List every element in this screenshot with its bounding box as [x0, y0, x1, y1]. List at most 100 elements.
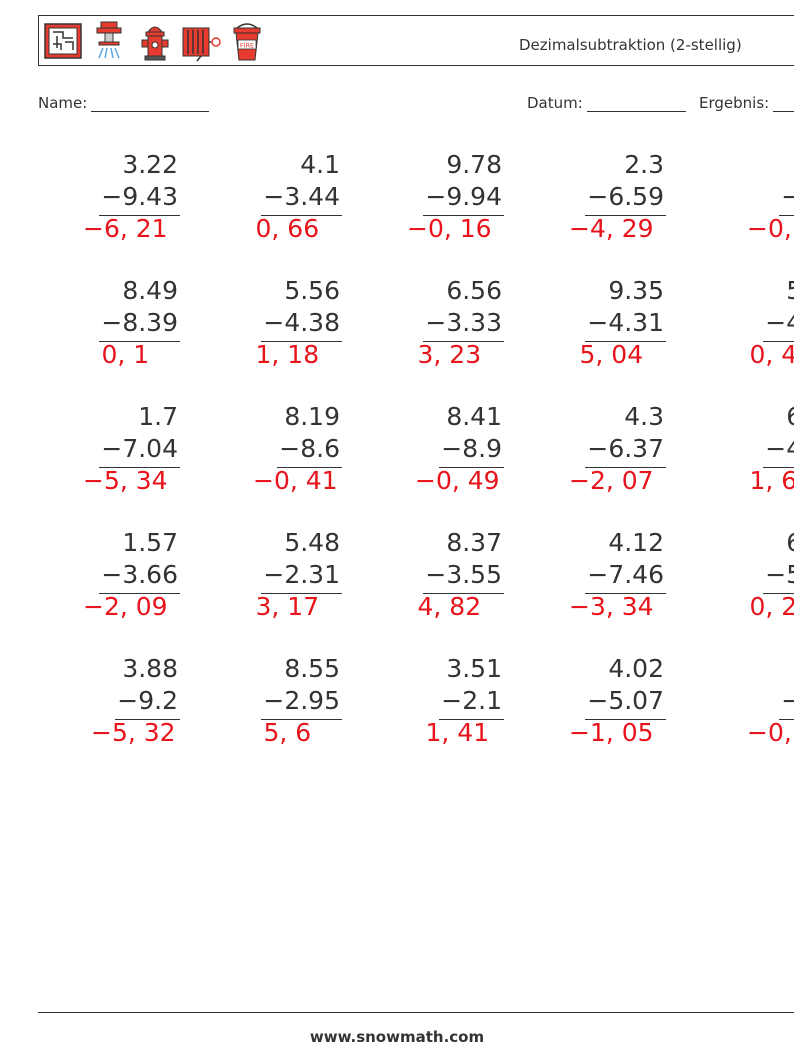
problem-item: 3.22 −9.43 −6, 21	[40, 150, 200, 260]
answer: −1, 05	[569, 718, 654, 747]
fire-hose-reel-icon	[182, 27, 221, 62]
subtrahend: −6.59	[587, 182, 664, 211]
answer-rule	[261, 593, 342, 594]
answer-rule	[439, 719, 504, 720]
result-label: Ergebnis:	[699, 94, 770, 112]
answer: 1, 62	[749, 466, 794, 495]
subtrahend: −9.94	[425, 182, 502, 211]
subtrahend: −2.1	[441, 686, 502, 715]
answer-rule	[585, 215, 666, 216]
date-field: Datum:	[527, 94, 686, 112]
answer-rule	[585, 467, 666, 468]
minuend: 3.88	[122, 654, 178, 683]
answer-rule	[585, 719, 666, 720]
minuend: 5.56	[284, 276, 340, 305]
subtrahend: −7.46	[587, 560, 664, 589]
minuend: 6.2	[786, 528, 794, 557]
answer-rule	[99, 341, 180, 342]
subtrahend: −3.66	[101, 560, 178, 589]
minuend: 4.1	[300, 150, 340, 179]
footer-website: www.snowmath.com	[309, 1028, 485, 1046]
subtrahend: −3.55	[425, 560, 502, 589]
answer-rule	[423, 215, 504, 216]
answer: −0, 41	[253, 466, 338, 495]
answer-rule	[115, 719, 180, 720]
answer-rule	[779, 719, 794, 720]
problem-item: 8.19 −8.6 −0, 41	[202, 402, 362, 512]
answer: −0, 45	[747, 718, 794, 747]
problem-item: 2.3 −6.59 −4, 29	[526, 150, 686, 260]
minuend: 1.57	[122, 528, 178, 557]
problem-item: 8.55 −2.95 5, 6	[202, 654, 362, 764]
problem-item: 8.41 −8.9 −0, 49	[364, 402, 524, 512]
minuend: 9.78	[446, 150, 502, 179]
answer-rule	[439, 467, 504, 468]
problem-item: 6.2 −4.6 1, 62	[688, 402, 794, 512]
subtrahend: −3.33	[425, 308, 502, 337]
subtrahend: −8.9	[441, 434, 502, 463]
subtrahend: −2.31	[263, 560, 340, 589]
answer-rule	[423, 341, 504, 342]
problem-item: 9.78 −9.94 −0, 16	[364, 150, 524, 260]
problem-item: 3.51 −2.1 1, 41	[364, 654, 524, 764]
answer-rule	[261, 215, 342, 216]
answer: 5, 6	[263, 718, 312, 747]
answer: −4, 29	[569, 214, 654, 243]
answer: −5, 32	[91, 718, 176, 747]
minuend: 3.22	[122, 150, 178, 179]
answer-rule	[585, 593, 666, 594]
name-field: Name:	[38, 94, 210, 112]
answer-rule	[99, 215, 180, 216]
fire-bucket-icon: FIRE	[233, 23, 261, 61]
problem-item: 3.88 −9.2 −5, 32	[40, 654, 200, 764]
answer: 4, 82	[417, 592, 482, 621]
subtrahend: −9.2	[117, 686, 178, 715]
problem-item: 1.7 −7.04 −5, 34	[40, 402, 200, 512]
minuend: 5.3	[786, 276, 794, 305]
answer: −5, 34	[83, 466, 168, 495]
problem-item: 4.1 −3.44 0, 66	[202, 150, 362, 260]
problem-item: 5.56 −4.38 1, 18	[202, 276, 362, 386]
subtrahend: −8.6	[279, 434, 340, 463]
minuend: 8.41	[446, 402, 502, 431]
problem-item: 4.12 −7.46 −3, 34	[526, 528, 686, 638]
answer-rule	[277, 467, 342, 468]
name-blank-line	[91, 95, 210, 112]
fire-hydrant-icon	[141, 26, 169, 61]
answer: 3, 23	[417, 340, 482, 369]
problem-item: 6.56 −3.33 3, 23	[364, 276, 524, 386]
answer: −0, 16	[407, 214, 492, 243]
problem-item: 9.−9.−0, 45	[688, 654, 794, 764]
subtrahend: −4.6	[765, 434, 794, 463]
answer-rule	[763, 467, 794, 468]
answer-rule	[585, 341, 666, 342]
subtrahend: −6.37	[587, 434, 664, 463]
fire-alarm-panel-icon	[44, 23, 82, 59]
header-icons: FIRE	[43, 20, 267, 62]
answer: 1, 41	[425, 718, 490, 747]
answer: 0, 1	[101, 340, 150, 369]
answer: 1, 18	[255, 340, 320, 369]
minuend: 4.3	[624, 402, 664, 431]
problem-item: 4.02 −5.07 −1, 05	[526, 654, 686, 764]
answer-rule	[779, 215, 794, 216]
subtrahend: −4.31	[587, 308, 664, 337]
water-sprinkler-icon	[96, 21, 122, 59]
date-label: Datum:	[527, 94, 583, 112]
subtrahend: −3.44	[263, 182, 340, 211]
subtrahend: −4.38	[263, 308, 340, 337]
result-blank-line	[773, 95, 794, 112]
answer-rule	[423, 593, 504, 594]
worksheet-header: FIRE Dezimalsubtraktion (2-stellig)	[38, 15, 794, 66]
subtrahend: −5.9	[765, 560, 794, 589]
answer: 0, 49	[749, 340, 794, 369]
minuend: 4.12	[608, 528, 664, 557]
problem-item: 4.−5.−0, 76	[688, 150, 794, 260]
answer: −2, 07	[569, 466, 654, 495]
minuend: 8.37	[446, 528, 502, 557]
minuend: 1.7	[138, 402, 178, 431]
answer-rule	[99, 593, 180, 594]
problem-item: 9.35 −4.31 5, 04	[526, 276, 686, 386]
problem-item: 1.57 −3.66 −2, 09	[40, 528, 200, 638]
answer: −3, 34	[569, 592, 654, 621]
